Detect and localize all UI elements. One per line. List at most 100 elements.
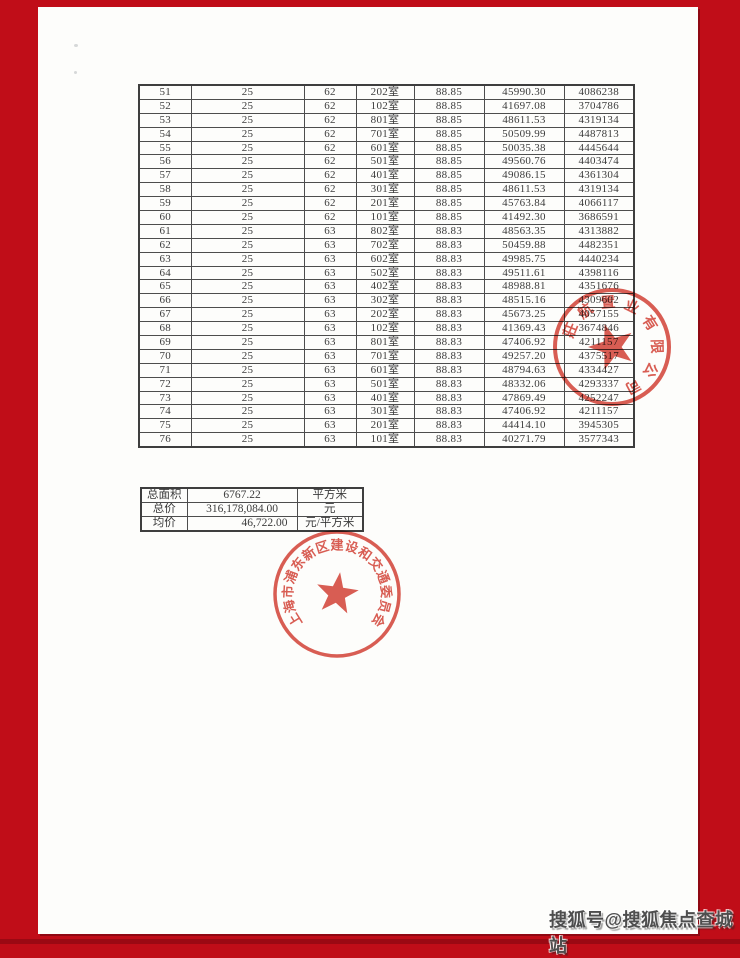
table-row: 57 25 62 401室 88.85 49086.15 4361304 (138, 168, 635, 184)
seal-arc-char: 海 (281, 598, 299, 614)
table-cell: 63 (303, 404, 357, 420)
table-cell: 62 (303, 154, 357, 170)
star-icon (317, 572, 359, 614)
table-row: 58 25 62 301室 88.85 48611.53 4319134 (138, 182, 635, 198)
table-cell: 4398116 (563, 265, 635, 281)
table-cell: 88.83 (413, 418, 485, 434)
table-row: 67 25 63 202室 88.83 45673.25 4057155 (138, 307, 635, 323)
document-page: 51 25 62 202室 88.85 45990.30 4086238 52 25 62 102室… (38, 7, 698, 934)
table-cell: 25 (190, 223, 305, 239)
table-cell: 68 (138, 321, 192, 337)
table-cell: 63 (138, 251, 192, 267)
watermark-text: 搜狐号@搜狐焦点查城站 (549, 910, 734, 956)
table-row: 66 25 63 302室 88.83 48515.16 4309602 (138, 293, 635, 309)
table-cell: 48611.53 (483, 182, 565, 198)
table-cell: 48988.81 (483, 279, 565, 295)
table-row: 54 25 62 701室 88.85 50509.99 4487813 (138, 126, 635, 142)
table-row: 56 25 62 501室 88.85 49560.76 4403474 (138, 154, 635, 170)
table-cell: 63 (303, 265, 357, 281)
table-cell: 48515.16 (483, 293, 565, 309)
summary-table: 总面积 6767.22 平方米 总价 316,178,084.00 元均价 46,722.0… (140, 487, 364, 532)
table-cell: 62 (303, 140, 357, 156)
table-cell: 101室 (355, 210, 415, 225)
table-cell: 25 (190, 98, 305, 114)
table-cell: 25 (190, 196, 305, 212)
summary-row: 总面积 6767.22 平方米 (140, 487, 364, 503)
table-cell: 74 (138, 404, 192, 420)
table-row: 72 25 63 501室 88.83 48332.06 4293337 (138, 376, 635, 392)
table-row: 76 25 63 101室 88.83 40271.79 3577343 (138, 432, 635, 448)
table-cell: 4211157 (563, 335, 635, 350)
table-cell: 72 (138, 376, 192, 392)
table-cell: 49985.75 (483, 251, 565, 267)
table-cell: 25 (190, 237, 305, 253)
table-row: 75 25 63 201室 88.83 44414.10 3945305 (138, 418, 635, 434)
table-cell: 88.83 (413, 321, 485, 337)
table-cell: 401室 (355, 168, 415, 184)
table-cell: 88.83 (413, 279, 485, 295)
table-cell: 63 (303, 279, 357, 295)
table-cell: 63 (303, 293, 357, 309)
seal-arc-char: 浦 (282, 568, 301, 585)
table-cell: 102室 (355, 321, 415, 337)
table-cell: 63 (303, 335, 357, 350)
summary-label: 总价 (140, 502, 188, 517)
table-cell: 62 (303, 98, 357, 114)
table-row: 70 25 63 701室 88.83 49257.20 4375517 (138, 348, 635, 364)
table-cell: 88.85 (413, 84, 485, 100)
table-cell: 25 (190, 210, 305, 225)
summary-value: 6767.22 (186, 487, 298, 503)
seal-arc-char: 委 (378, 584, 394, 599)
table-cell: 62 (303, 126, 357, 142)
table-cell: 4361304 (563, 168, 635, 184)
table-cell: 25 (190, 321, 305, 337)
table-row: 69 25 63 801室 88.83 47406.92 4211157 (138, 335, 635, 350)
seal-arc-char: 有 (639, 312, 662, 334)
table-cell: 88.83 (413, 307, 485, 323)
table-cell: 201室 (355, 196, 415, 212)
table-cell: 88.85 (413, 210, 485, 225)
table-cell: 601室 (355, 362, 415, 378)
table-cell: 401室 (355, 390, 415, 406)
summary-unit: 平方米 (296, 487, 364, 503)
table-cell: 25 (190, 376, 305, 392)
table-row: 65 25 63 402室 88.83 48988.81 4351676 (138, 279, 635, 295)
table-cell: 88.83 (413, 265, 485, 281)
table-row: 53 25 62 801室 88.85 48611.53 4319134 (138, 112, 635, 128)
table-cell: 4445644 (563, 140, 635, 156)
table-cell: 702室 (355, 237, 415, 253)
table-cell: 63 (303, 376, 357, 392)
table-cell: 63 (303, 432, 357, 448)
table-cell: 3704786 (563, 98, 635, 114)
table-cell: 88.83 (413, 432, 485, 448)
seal-arc-char: 交 (366, 554, 386, 573)
page-bottom-shade (0, 939, 740, 944)
table-row: 52 25 62 102室 88.85 41697.08 3704786 (138, 98, 635, 114)
table-cell: 25 (190, 84, 305, 100)
table-cell: 45673.25 (483, 307, 565, 323)
seal-arc-char: 和 (355, 544, 374, 564)
table-cell: 88.83 (413, 251, 485, 267)
table-cell: 25 (190, 140, 305, 156)
table-row: 68 25 63 102室 88.83 41369.43 3674846 (138, 321, 635, 337)
table-row: 71 25 63 601室 88.83 48794.63 4334427 (138, 362, 635, 378)
table-cell: 4440234 (563, 251, 635, 267)
table-row: 51 25 62 202室 88.85 45990.30 4086238 (138, 84, 635, 100)
table-cell: 25 (190, 154, 305, 170)
table-cell: 701室 (355, 126, 415, 142)
table-cell: 601室 (355, 140, 415, 156)
table-cell: 102室 (355, 98, 415, 114)
table-cell: 4375517 (563, 348, 635, 364)
table-cell: 302室 (355, 293, 415, 309)
table-cell: 25 (190, 168, 305, 184)
table-cell: 4319134 (563, 182, 635, 198)
table-cell: 60 (138, 210, 192, 225)
seal-arc-char: 上 (286, 611, 306, 630)
table-cell: 202室 (355, 307, 415, 323)
table-cell: 62 (303, 168, 357, 184)
table-cell: 64 (138, 265, 192, 281)
table-cell: 201室 (355, 418, 415, 434)
table-cell: 202室 (355, 84, 415, 100)
table-row: 63 25 63 602室 88.83 49985.75 4440234 (138, 251, 635, 267)
table-cell: 3577343 (563, 432, 635, 448)
